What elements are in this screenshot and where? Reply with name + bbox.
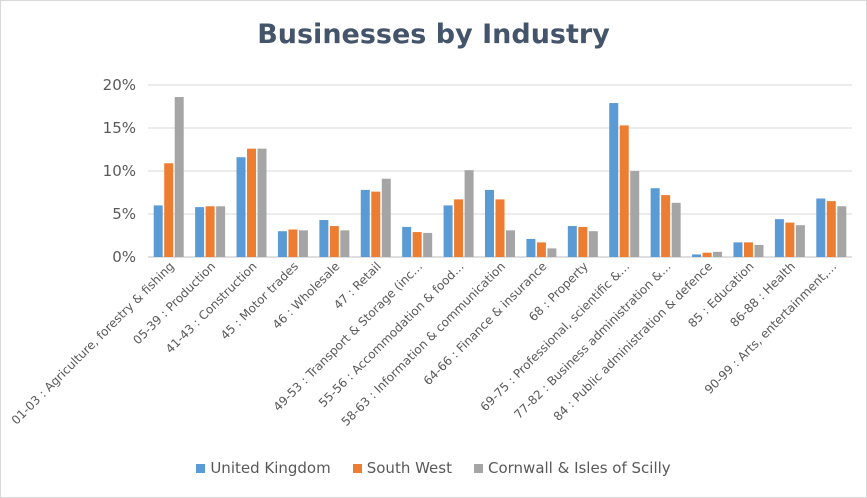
legend: United Kingdom South West Cornwall & Isles… (1, 459, 866, 477)
bar (785, 222, 795, 257)
bar (298, 230, 308, 257)
legend-swatch (473, 463, 483, 473)
legend-label: United Kingdom (210, 459, 331, 477)
category-label: 69-75 : Professional, scientific &… (478, 259, 633, 414)
bar (153, 205, 163, 257)
bar (195, 207, 205, 257)
bar (371, 191, 381, 257)
bar (619, 125, 629, 257)
bar (381, 178, 391, 257)
legend-item: Cornwall & Isles of Scilly (473, 459, 671, 477)
bar (713, 251, 723, 257)
bar (588, 231, 598, 257)
bar (650, 188, 660, 257)
bar (774, 219, 784, 257)
bar (702, 252, 712, 257)
chart-title: Businesses by Industry (257, 19, 610, 50)
legend-swatch (352, 463, 362, 473)
bar (630, 171, 640, 257)
bar (567, 226, 577, 257)
bar (837, 206, 847, 257)
bar (526, 238, 536, 257)
bar (609, 103, 619, 257)
bar (733, 242, 743, 257)
bar (464, 170, 474, 257)
bar (671, 202, 681, 257)
bar (536, 242, 546, 257)
bar (423, 232, 433, 257)
bar (661, 195, 671, 257)
legend-item: South West (352, 459, 452, 477)
category-label: 45 : Motor trades (218, 259, 301, 342)
bar (743, 242, 753, 257)
legend-item: United Kingdom (196, 459, 331, 477)
bar (506, 230, 515, 257)
bar (443, 205, 453, 257)
bar (288, 229, 298, 257)
legend-swatch (196, 463, 206, 473)
legend-label: South West (366, 459, 452, 477)
bar (174, 97, 184, 257)
bar (578, 226, 588, 257)
category-label: 01-03 : Agriculture, forestry & fishing (9, 259, 177, 427)
y-tick-label: 10% (103, 162, 136, 180)
category-label: 55-56 : Accommodation & food… (316, 259, 467, 410)
y-tick-label: 20% (103, 76, 136, 94)
bar (826, 201, 836, 257)
bar (247, 148, 257, 257)
bar (236, 157, 246, 257)
bar (319, 220, 329, 257)
bar (340, 230, 350, 257)
y-tick-label: 5% (112, 205, 136, 223)
bar (205, 206, 215, 257)
bar (277, 231, 287, 257)
bar (495, 199, 505, 257)
bar (360, 189, 370, 257)
bar (547, 248, 557, 257)
category-label: 49-53 : Transport & Storage (inc… (271, 259, 426, 414)
category-label: 77-82 : Business administration &… (511, 259, 673, 421)
bar (754, 244, 764, 257)
bar (795, 225, 805, 257)
bar (164, 163, 174, 257)
bar (816, 198, 826, 257)
bar (454, 199, 464, 257)
bar (485, 189, 494, 257)
bar (412, 232, 422, 257)
bar (402, 226, 412, 257)
bar (257, 148, 267, 257)
bar (692, 254, 702, 257)
bar (329, 226, 339, 257)
y-tick-label: 0% (112, 248, 136, 266)
bar (216, 206, 226, 257)
legend-label: Cornwall & Isles of Scilly (487, 459, 671, 477)
y-tick-label: 15% (103, 119, 136, 137)
